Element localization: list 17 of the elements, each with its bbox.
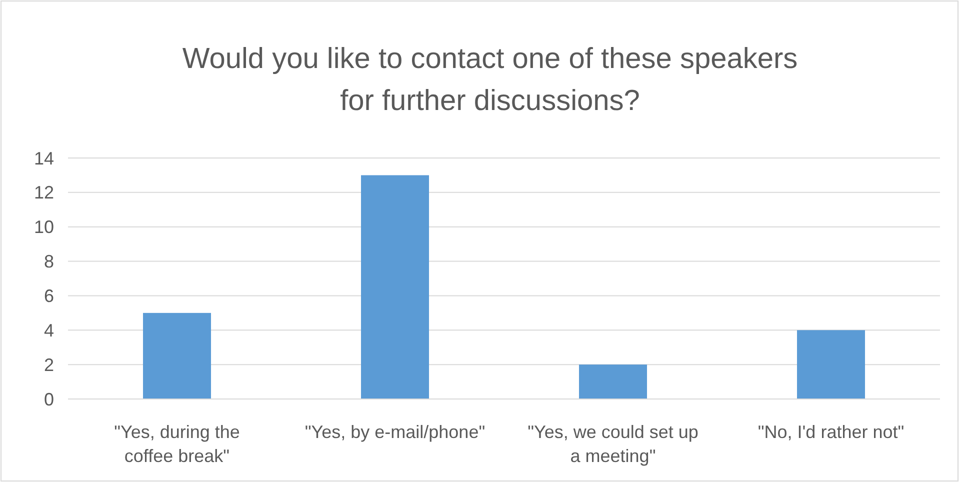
y-tick-label: 6 xyxy=(44,286,54,306)
y-tick-label: 12 xyxy=(34,182,54,203)
bar xyxy=(579,364,647,399)
y-tick-label: 14 xyxy=(34,148,54,168)
x-tick-label: "Yes, by e-mail/phone" xyxy=(304,422,486,442)
x-tick-label: "Yes, during the coffee break" xyxy=(114,422,240,466)
y-tick-label: 8 xyxy=(44,252,54,272)
chart-title: Would you like to contact one of these speakers for further discussions? xyxy=(182,43,798,117)
bar xyxy=(143,312,211,399)
x-tick-label: "Yes, we could set up a meeting" xyxy=(528,422,698,466)
y-tick-label: 4 xyxy=(44,320,54,340)
bar xyxy=(361,175,429,399)
y-tick-label: 10 xyxy=(34,217,54,238)
bar xyxy=(797,330,865,399)
y-tick-label: 2 xyxy=(44,354,54,375)
y-tick-label: 0 xyxy=(44,389,54,410)
x-tick-label: "No, I'd rather not" xyxy=(758,422,904,442)
